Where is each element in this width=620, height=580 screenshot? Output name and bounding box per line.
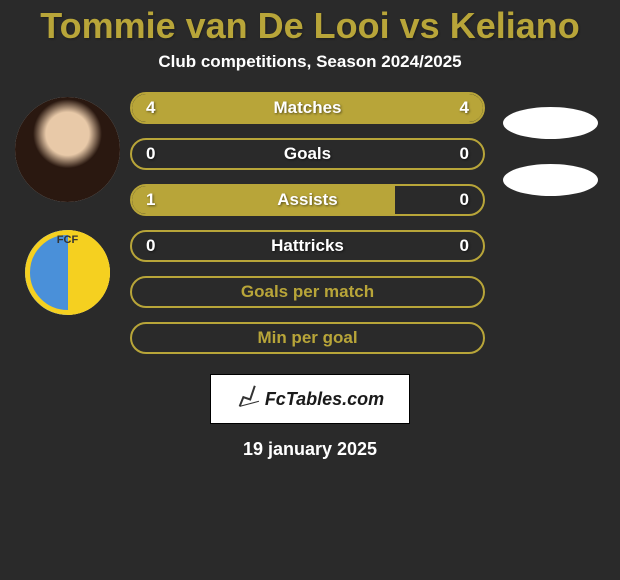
- ellipse-2: [503, 164, 598, 196]
- stat-bar: 0Goals0: [130, 138, 485, 170]
- stat-value-right: 0: [460, 144, 469, 164]
- ellipse-1: [503, 107, 598, 139]
- page-title: Tommie van De Looi vs Keliano: [0, 5, 620, 47]
- right-column: [490, 92, 610, 196]
- stat-row: 0Hattricks0: [130, 230, 490, 262]
- footer-date: 19 january 2025: [0, 439, 620, 460]
- stats-bars: 4Matches40Goals01Assists00Hattricks0Goal…: [130, 92, 490, 354]
- stat-row: Goals per match: [130, 276, 490, 308]
- stat-row: Min per goal: [130, 322, 490, 354]
- stat-row: 1Assists0: [130, 184, 490, 216]
- stat-label: Matches: [132, 98, 483, 118]
- club-badge: FCF: [25, 230, 110, 315]
- stat-row: 4Matches4: [130, 92, 490, 124]
- left-column: FCF: [10, 92, 130, 315]
- avatar-face: [15, 97, 120, 202]
- content-row: FCF 4Matches40Goals01Assists00Hattricks0…: [0, 92, 620, 354]
- stat-label: Hattricks: [132, 236, 483, 256]
- chart-svg: [233, 383, 261, 409]
- footer-brand-badge: FcTables.com: [210, 374, 410, 424]
- stat-row: 0Goals0: [130, 138, 490, 170]
- stat-label: Goals: [132, 144, 483, 164]
- stat-value-right: 4: [460, 98, 469, 118]
- stat-label: Assists: [132, 190, 483, 210]
- stat-bar-empty: Goals per match: [130, 276, 485, 308]
- main-container: Tommie van De Looi vs Keliano Club compe…: [0, 0, 620, 580]
- stat-bar: 0Hattricks0: [130, 230, 485, 262]
- stat-bar: 1Assists0: [130, 184, 485, 216]
- stat-value-right: 0: [460, 236, 469, 256]
- stat-value-right: 0: [460, 190, 469, 210]
- badge-text: FCF: [57, 234, 78, 246]
- page-subtitle: Club competitions, Season 2024/2025: [0, 52, 620, 72]
- player-avatar: [15, 97, 120, 202]
- stat-bar-empty: Min per goal: [130, 322, 485, 354]
- chart-icon: [233, 383, 263, 414]
- stat-bar: 4Matches4: [130, 92, 485, 124]
- footer-brand-text: FcTables.com: [265, 389, 384, 410]
